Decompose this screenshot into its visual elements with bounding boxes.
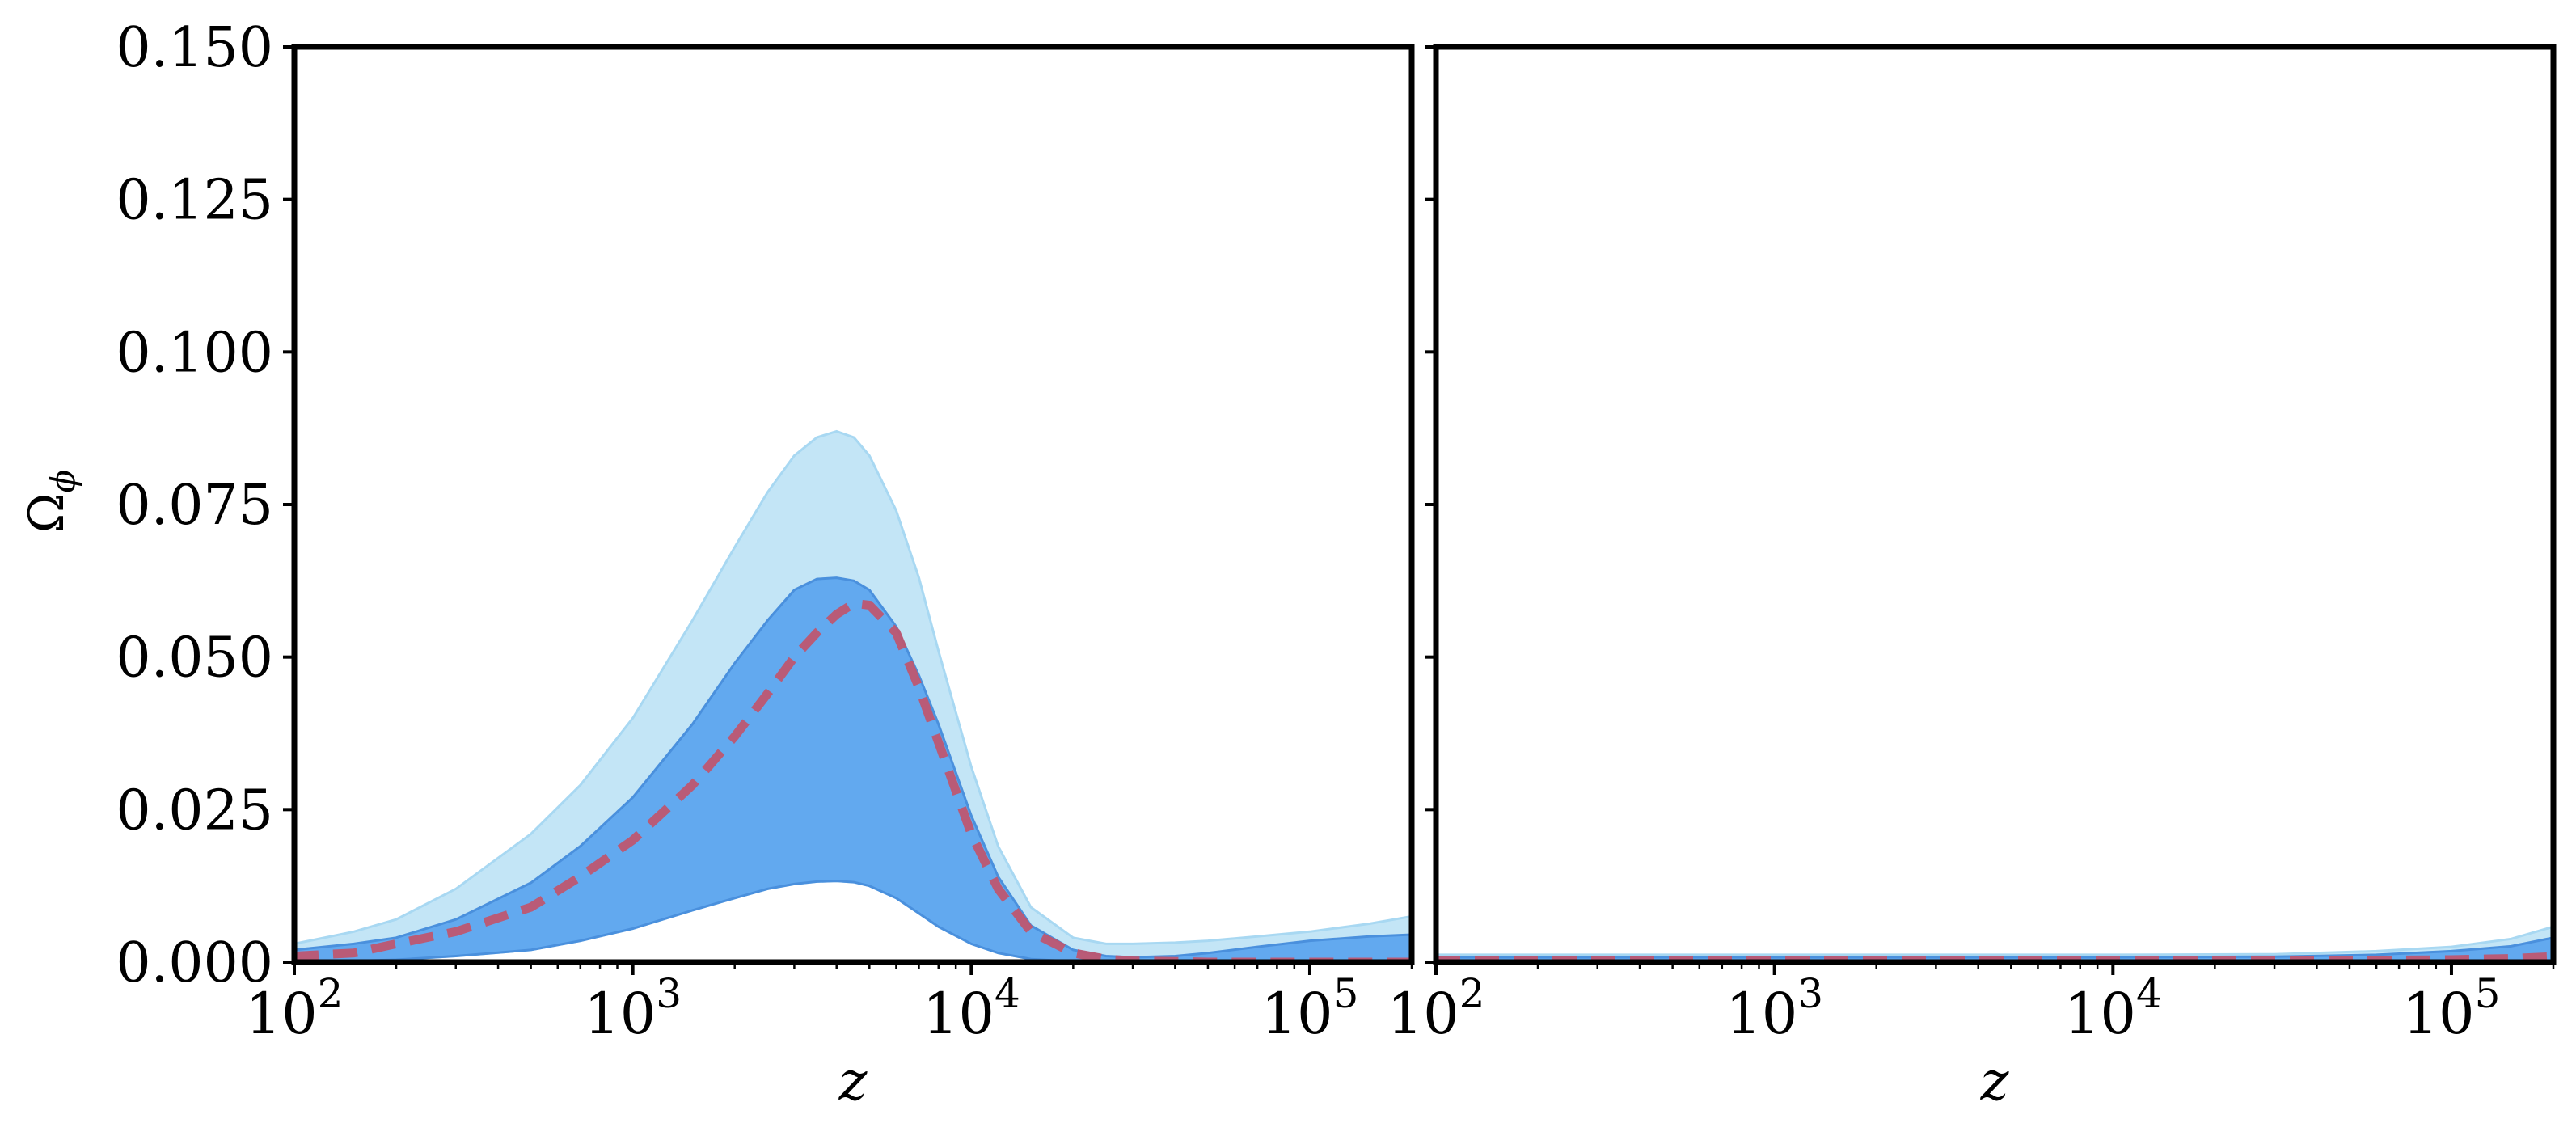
y-tick-label: 0.150 <box>116 16 273 80</box>
x-tick-label-base: 10 <box>1261 981 1333 1047</box>
x-tick-label-base: 10 <box>584 981 656 1047</box>
x-tick-label: 104 <box>2064 970 2162 1047</box>
x-axis-label: z <box>1980 1050 2010 1113</box>
x-tick-label-base: 10 <box>923 981 995 1047</box>
x-tick-label: 104 <box>923 970 1020 1047</box>
x-tick-label: 103 <box>584 970 682 1047</box>
x-tick-label-base: 10 <box>2064 981 2136 1047</box>
y-tick-label: 0.075 <box>116 474 273 538</box>
x-tick-label-base: 10 <box>2403 981 2475 1047</box>
x-tick-label-exponent: 4 <box>2136 970 2162 1017</box>
x-tick-label-base: 10 <box>246 981 318 1047</box>
x-tick-label-exponent: 5 <box>1333 970 1359 1017</box>
x-axis-label: z <box>838 1050 868 1113</box>
y-axis-label-main: Ω <box>19 492 75 533</box>
x-tick-label: 105 <box>1261 970 1359 1047</box>
y-tick-label: 0.050 <box>116 627 273 690</box>
panel-frame <box>291 44 1415 965</box>
y-axis-label-text: Ωϕ <box>19 470 82 533</box>
y-tick-label: 0.000 <box>116 931 273 995</box>
best-fit-line <box>294 598 1412 962</box>
x-tick-label-base: 10 <box>1387 981 1459 1047</box>
y-tick-label: 0.125 <box>116 169 273 233</box>
plot-area <box>294 429 1412 962</box>
x-tick-label-exponent: 2 <box>1459 970 1485 1017</box>
x-tick-label-exponent: 4 <box>995 970 1020 1017</box>
y-axis-label-sub: ϕ <box>43 470 82 493</box>
x-tick-label-exponent: 2 <box>318 970 344 1017</box>
y-tick-label: 0.025 <box>116 779 273 842</box>
y-axis-label: Ωϕ <box>19 470 82 533</box>
x-tick-label: 102 <box>1387 970 1485 1047</box>
x-tick-label: 103 <box>1725 970 1823 1047</box>
inner-confidence-band <box>294 576 1412 962</box>
plot-area <box>1436 925 2553 962</box>
panel-frame <box>1433 44 2557 965</box>
x-tick-label-exponent: 5 <box>2475 970 2501 1017</box>
x-tick-label: 105 <box>2403 970 2501 1047</box>
y-tick-label: 0.100 <box>116 321 273 385</box>
x-tick-label-base: 10 <box>1725 981 1797 1047</box>
x-tick-label-exponent: 3 <box>1797 970 1823 1017</box>
x-tick-label-exponent: 3 <box>656 970 682 1017</box>
x-tick-label: 102 <box>246 970 344 1047</box>
